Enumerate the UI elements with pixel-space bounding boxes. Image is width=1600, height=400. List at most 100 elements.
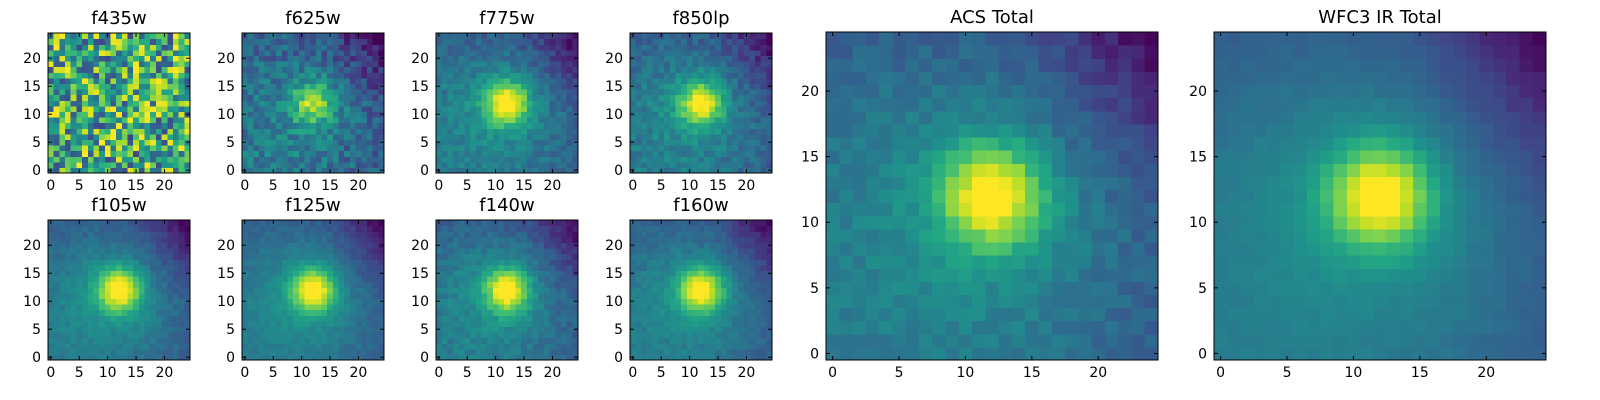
heatmap-cell bbox=[116, 248, 123, 255]
heatmap-cell bbox=[675, 287, 682, 294]
heatmap-cell bbox=[555, 117, 562, 124]
heatmap-cell bbox=[532, 264, 539, 271]
y-tick-label: 10 bbox=[411, 107, 429, 123]
heatmap-cell bbox=[538, 66, 545, 73]
heatmap-cell bbox=[155, 133, 163, 140]
heatmap-cell bbox=[743, 287, 750, 294]
heatmap-cell bbox=[709, 77, 716, 84]
heatmap-cell bbox=[87, 83, 95, 90]
heatmap-cell bbox=[150, 145, 157, 152]
heatmap-cell bbox=[549, 122, 556, 129]
heatmap-cell bbox=[138, 44, 146, 51]
heatmap-cell bbox=[242, 287, 249, 294]
heatmap-cell bbox=[355, 309, 362, 316]
heatmap-cell bbox=[652, 326, 659, 333]
heatmap-cell bbox=[59, 100, 66, 107]
heatmap-cell bbox=[378, 150, 385, 157]
heatmap-cell bbox=[703, 326, 711, 333]
heatmap-cell bbox=[99, 72, 106, 79]
heatmap-cell bbox=[709, 55, 716, 62]
heatmap-cell bbox=[720, 117, 728, 124]
heatmap-cell bbox=[287, 225, 294, 232]
heatmap-cell bbox=[709, 44, 716, 51]
heatmap-cell bbox=[116, 348, 123, 355]
heatmap-cell bbox=[766, 105, 773, 112]
heatmap-cell bbox=[321, 332, 328, 339]
heatmap-cell bbox=[566, 83, 573, 90]
heatmap-cell bbox=[349, 231, 357, 238]
heatmap-cell bbox=[59, 343, 66, 350]
heatmap-cell bbox=[247, 44, 254, 51]
heatmap-cell bbox=[664, 150, 671, 157]
heatmap-cell bbox=[253, 354, 260, 361]
heatmap-cell bbox=[447, 66, 454, 73]
heatmap-cell bbox=[737, 44, 745, 51]
heatmap-cell bbox=[470, 326, 477, 333]
heatmap-cell bbox=[458, 94, 465, 101]
heatmap-cell bbox=[172, 167, 180, 174]
heatmap-cell bbox=[566, 315, 573, 322]
heatmap-cell bbox=[264, 264, 271, 271]
heatmap-cell bbox=[332, 128, 340, 135]
heatmap-cell bbox=[349, 77, 357, 84]
heatmap-cell bbox=[247, 133, 254, 140]
heatmap-cell bbox=[754, 72, 762, 79]
heatmap-cell bbox=[361, 111, 368, 118]
heatmap-cell bbox=[93, 276, 100, 283]
heatmap-cell bbox=[487, 225, 494, 232]
heatmap-cell bbox=[698, 128, 705, 135]
heatmap-cell bbox=[641, 298, 648, 305]
heatmap-cell bbox=[532, 225, 539, 232]
heatmap-cell bbox=[720, 309, 728, 316]
heatmap-cell bbox=[253, 253, 260, 260]
heatmap-cell bbox=[475, 259, 483, 266]
heatmap-cell bbox=[172, 61, 180, 68]
heatmap-cell bbox=[332, 161, 340, 168]
heatmap-cell bbox=[338, 354, 345, 361]
heatmap-cell bbox=[304, 55, 311, 62]
heatmap-cell bbox=[458, 281, 465, 288]
heatmap-cell bbox=[766, 33, 773, 40]
heatmap-cell bbox=[361, 94, 368, 101]
heatmap-cell bbox=[760, 167, 767, 174]
heatmap-cell bbox=[647, 72, 654, 79]
heatmap-cell bbox=[436, 72, 443, 79]
heatmap-cell bbox=[310, 133, 317, 140]
heatmap-cell bbox=[53, 332, 60, 339]
heatmap-cell bbox=[754, 287, 762, 294]
heatmap-cell bbox=[287, 44, 294, 51]
heatmap-cell bbox=[321, 111, 328, 118]
heatmap-cell bbox=[138, 117, 146, 124]
heatmap-cell bbox=[167, 326, 174, 333]
heatmap-cell bbox=[532, 292, 539, 299]
heatmap-cell bbox=[133, 326, 140, 333]
heatmap-cell bbox=[521, 348, 528, 355]
heatmap-cell bbox=[138, 292, 146, 299]
heatmap-cell bbox=[59, 77, 66, 84]
heatmap-cell bbox=[172, 259, 180, 266]
heatmap-cell bbox=[703, 105, 711, 112]
heatmap-cell bbox=[76, 38, 83, 45]
heatmap-cell bbox=[161, 298, 168, 305]
heatmap-cell bbox=[144, 77, 151, 84]
heatmap-cell bbox=[681, 287, 688, 294]
heatmap-cell bbox=[338, 33, 345, 40]
heatmap-cell bbox=[116, 150, 123, 157]
heatmap-cell bbox=[133, 111, 140, 118]
heatmap-cell bbox=[760, 55, 767, 62]
heatmap-cell bbox=[361, 242, 368, 249]
heatmap-cell bbox=[338, 270, 345, 277]
heatmap-cell bbox=[298, 326, 306, 333]
heatmap-cell bbox=[138, 298, 146, 305]
heatmap-cell bbox=[93, 122, 100, 129]
heatmap-cell bbox=[167, 61, 174, 68]
heatmap-cell bbox=[560, 337, 568, 344]
heatmap-cell bbox=[709, 167, 716, 174]
heatmap-cell bbox=[743, 128, 750, 135]
heatmap-cell bbox=[652, 44, 659, 51]
heatmap-cell bbox=[138, 332, 146, 339]
heatmap-cell bbox=[315, 343, 323, 350]
heatmap-cell bbox=[65, 253, 72, 260]
heatmap-cell bbox=[475, 248, 483, 255]
heatmap-cell bbox=[167, 220, 174, 227]
